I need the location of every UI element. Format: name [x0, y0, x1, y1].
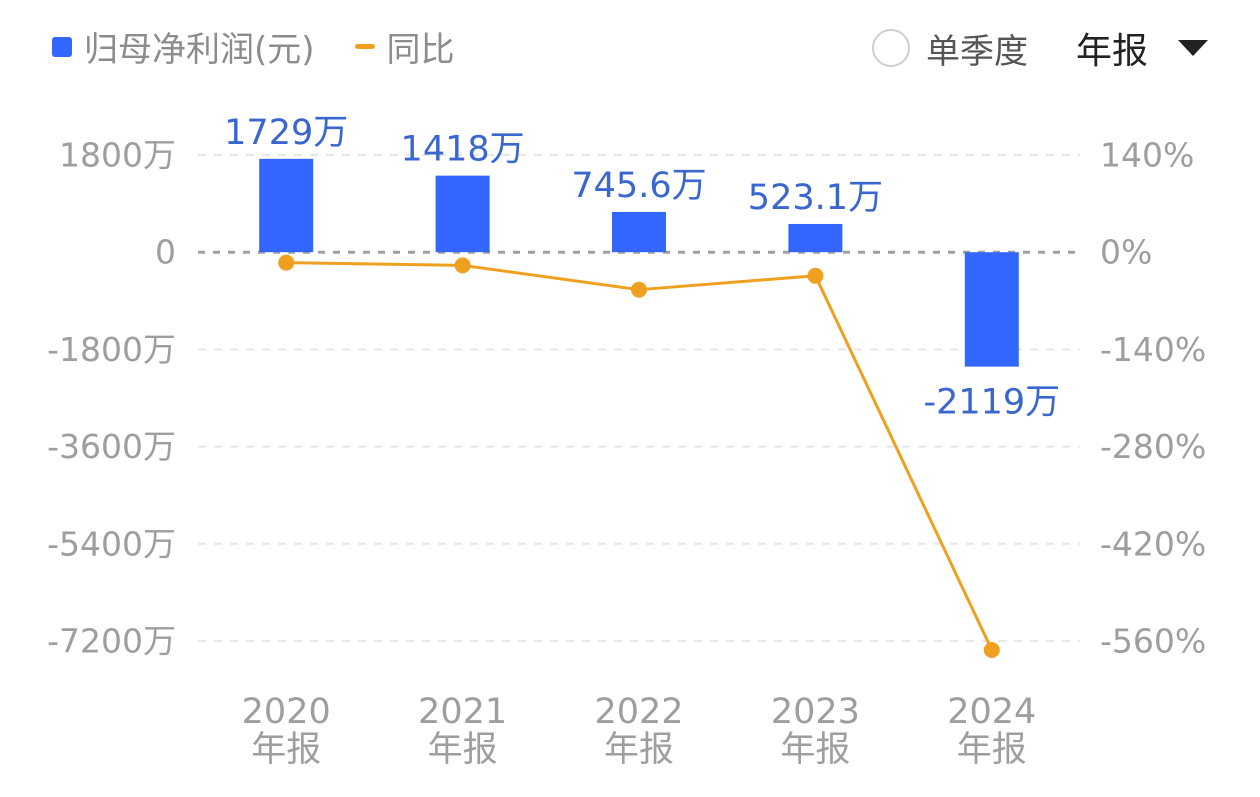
yoy-point	[454, 257, 471, 274]
legend-net-profit-label: 归母净利润(元)	[84, 30, 315, 70]
quarter-radio-label[interactable]: 单季度	[925, 31, 1028, 72]
y-left-tick-label: -1800万	[47, 330, 176, 369]
y-right-tick-label: -420%	[1100, 524, 1206, 563]
yoy-line	[286, 261, 994, 651]
yoy-point	[807, 267, 824, 284]
yoy-point	[631, 281, 647, 298]
bar	[964, 252, 1019, 367]
legend-bar-swatch	[52, 36, 72, 57]
x-tick-label: 2021	[418, 692, 507, 732]
y-right-tick-label: -280%	[1100, 427, 1206, 466]
y-left-tick-label: 0	[155, 233, 176, 272]
legend-item-yoy[interactable]: 同比	[354, 22, 455, 71]
x-tick-label: 年报	[604, 730, 674, 770]
y-left-tick-label: -5400万	[47, 524, 176, 563]
bar	[435, 175, 490, 253]
caret-down-icon	[1178, 40, 1208, 56]
x-tick-label: 2024	[947, 692, 1036, 732]
chart-legend: 归母净利润(元) 同比	[52, 22, 495, 71]
y-left-tick-label: -7200万	[47, 622, 176, 661]
bar-value-label: 1418万	[401, 130, 525, 170]
bar-value-label: 523.1万	[748, 178, 883, 218]
x-tick-label: 年报	[957, 730, 1027, 770]
bar	[612, 211, 666, 253]
x-tick-label: 年报	[428, 730, 498, 770]
bar-value-label: 745.6万	[571, 166, 706, 206]
quarter-radio-button[interactable]	[871, 29, 910, 67]
legend-line-swatch	[354, 44, 375, 49]
y-right-tick-label: -140%	[1100, 330, 1206, 369]
x-tick-label: 2020	[242, 692, 331, 732]
y-right-tick-label: 140%	[1100, 136, 1194, 175]
period-dropdown[interactable]: 年报	[1076, 22, 1208, 74]
bar	[788, 223, 843, 253]
period-dropdown-value: 年报	[1075, 31, 1148, 72]
bar-value-label: -2119万	[923, 383, 1060, 423]
y-left-tick-label: -3600万	[47, 427, 176, 466]
legend-yoy-label: 同比	[386, 30, 455, 70]
yoy-point	[983, 642, 1000, 659]
yoy-point	[278, 254, 295, 271]
x-tick-label: 2022	[594, 692, 683, 732]
bar	[259, 158, 314, 253]
y-right-tick-label: -560%	[1100, 622, 1206, 661]
x-tick-label: 年报	[780, 730, 850, 770]
y-right-tick-label: 0%	[1100, 233, 1152, 272]
legend-item-net-profit[interactable]: 归母净利润(元)	[52, 22, 315, 71]
bar-value-label: 1729万	[224, 113, 348, 153]
y-left-tick-label: 1800万	[59, 136, 176, 175]
x-tick-label: 年报	[251, 730, 321, 770]
x-tick-label: 2023	[771, 692, 860, 732]
chart-controls: 单季度 年报	[871, 22, 1208, 74]
